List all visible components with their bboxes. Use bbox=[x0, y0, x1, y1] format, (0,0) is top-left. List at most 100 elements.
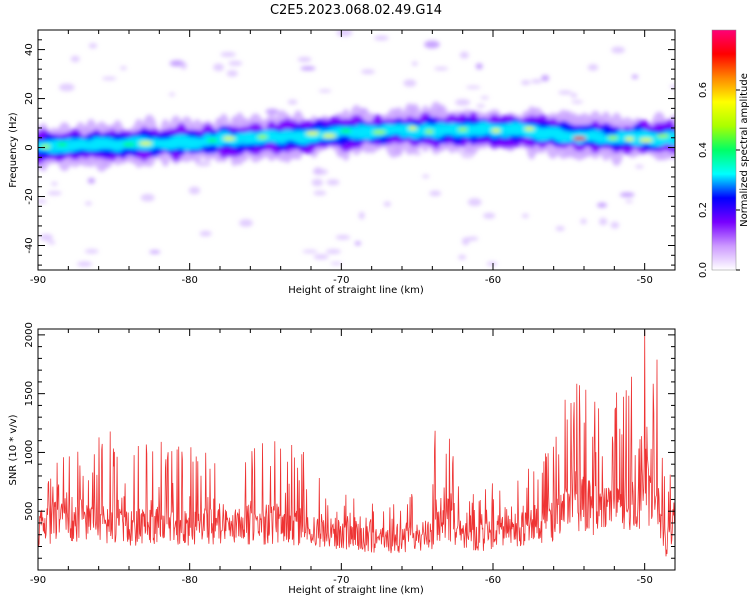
spectrogram-noise-blob bbox=[458, 254, 467, 260]
spectrogram-noise-blob bbox=[476, 104, 486, 108]
snr-x-ticks: -90 -80 -70 -60 -50 bbox=[30, 329, 676, 586]
spectrogram-noise-blob bbox=[475, 63, 483, 70]
spectrogram-noise-blob bbox=[558, 90, 573, 95]
x-tick-label: -70 bbox=[333, 575, 349, 586]
spectrogram-noise-blob bbox=[461, 152, 474, 159]
spectrogram-hot-spot bbox=[524, 126, 535, 131]
spectrogram-noise-blob bbox=[38, 199, 47, 204]
y-tick-label: 40 bbox=[24, 43, 35, 56]
colorbar-ticks: 0.0 0.2 0.4 0.6 bbox=[698, 82, 740, 278]
spectrogram-noise-blob bbox=[87, 177, 96, 184]
x-tick-label: -80 bbox=[181, 275, 197, 286]
spectrogram-noise-blob bbox=[70, 55, 80, 63]
spectrogram-noise-blob bbox=[58, 83, 75, 92]
spectrogram-noise-blob bbox=[580, 218, 587, 224]
spectrogram-noise-blob bbox=[228, 60, 243, 66]
spectrogram-noise-blob bbox=[403, 79, 417, 87]
spectrogram-noise-blob bbox=[102, 76, 117, 81]
spectrogram-noise-blob bbox=[180, 62, 187, 70]
colorbar-tick-label: 0.4 bbox=[698, 142, 709, 158]
spectrogram-noise-blob bbox=[587, 64, 599, 71]
x-tick-label: -60 bbox=[485, 575, 501, 586]
spectrogram-noise-blob bbox=[429, 190, 442, 197]
spectrogram-noise-blob bbox=[383, 201, 392, 207]
snr-y-axis-label: SNR (10 * v/v) bbox=[8, 414, 19, 485]
spectrogram-noise-blob bbox=[631, 74, 639, 79]
spectrogram-noise-blob bbox=[311, 178, 323, 187]
spectrogram-noise-blob bbox=[336, 30, 353, 37]
spectrogram-noise-blob bbox=[168, 92, 176, 97]
x-tick-label: -50 bbox=[636, 275, 652, 286]
spectrogram-noise-blob bbox=[39, 233, 53, 241]
spectrogram-hot-spot bbox=[408, 126, 417, 131]
spectrogram-noise-blob bbox=[571, 100, 584, 104]
spectrogram-noise-blob bbox=[84, 249, 99, 254]
spectrogram-noise-blob bbox=[373, 35, 389, 41]
x-tick-label: -60 bbox=[485, 275, 501, 286]
y-tick-label: 500 bbox=[24, 502, 35, 521]
spectrogram-noise-blob bbox=[611, 46, 626, 54]
spectrogram-hot-spot bbox=[372, 130, 386, 135]
spectrogram-noise-blob bbox=[625, 199, 633, 203]
spectrogram-noise-blob bbox=[51, 181, 58, 186]
spectrogram-noise-blob bbox=[466, 236, 479, 241]
spectrogram-noise-blob bbox=[619, 192, 635, 198]
x-tick-label: -50 bbox=[636, 575, 652, 586]
spectrogram-noise-blob bbox=[149, 250, 161, 254]
y-tick-label: 1500 bbox=[24, 381, 35, 406]
spectrogram-x-axis-label: Height of straight line (km) bbox=[288, 285, 424, 296]
spectrogram-y-axis-label: Frequency (Hz) bbox=[8, 112, 19, 188]
spectrogram-noise-blob bbox=[188, 186, 201, 195]
spectrogram-noise-blob bbox=[454, 98, 471, 106]
spectrogram-noise-blob bbox=[465, 85, 481, 89]
spectrogram-noise-blob bbox=[47, 191, 62, 196]
spectrogram-noise-blob bbox=[330, 261, 343, 266]
spectrogram-x-ticks: -90 -80 -70 -60 -50 bbox=[30, 30, 676, 286]
x-tick-label: -70 bbox=[333, 275, 349, 286]
spectrogram-noise-blob bbox=[297, 56, 312, 63]
spectrogram-hot-spot bbox=[457, 127, 468, 132]
spectrogram-noise-blob bbox=[610, 221, 620, 229]
spectrogram-hot-spot bbox=[624, 137, 635, 142]
spectrogram-noise-blob bbox=[635, 164, 644, 169]
colorbar-tick-label: 0.6 bbox=[698, 82, 709, 98]
colorbar-tick-label: 0.0 bbox=[698, 262, 709, 278]
spectrogram-noise-blob bbox=[140, 193, 155, 202]
spectrogram-noise-blob bbox=[570, 93, 578, 98]
spectrogram-hot-spot bbox=[639, 138, 654, 143]
spectrogram-hot-spot bbox=[122, 142, 136, 147]
spectrogram-noise-blob bbox=[459, 51, 469, 59]
spectrogram-hot-spot bbox=[607, 135, 619, 140]
spectrogram-noise-blob bbox=[486, 261, 498, 266]
spectrogram-hot-spot bbox=[322, 133, 337, 138]
spectrogram-noise-blob bbox=[541, 74, 550, 82]
spectrogram-noise-blob bbox=[265, 108, 279, 115]
spectrogram-noise-blob bbox=[88, 43, 98, 49]
y-tick-label: 0 bbox=[24, 144, 35, 150]
spectrogram-hot-spot bbox=[222, 136, 236, 141]
spectrogram-noise-blob bbox=[326, 179, 340, 186]
spectrogram-heatmap bbox=[38, 30, 675, 267]
spectrogram-noise-blob bbox=[521, 213, 529, 218]
x-tick-label: -80 bbox=[181, 575, 197, 586]
colorbar-label: Normalized spectral amplitude bbox=[739, 73, 750, 227]
spectrogram-noise-blob bbox=[195, 160, 212, 167]
snr-x-axis-label: Height of straight line (km) bbox=[288, 585, 424, 596]
colorbar-scale bbox=[712, 30, 736, 270]
spectrogram-hot-spot bbox=[57, 142, 68, 147]
spectrogram-noise-blob bbox=[669, 84, 675, 89]
spectrogram-hot-spot bbox=[257, 134, 268, 139]
spectrogram-noise-blob bbox=[47, 240, 56, 245]
spectrogram-hot-spot bbox=[425, 129, 434, 134]
spectrogram-noise-blob bbox=[358, 211, 365, 220]
spectrogram-noise-blob bbox=[312, 168, 328, 175]
spectrogram-noise-blob bbox=[325, 249, 341, 254]
y-tick-label: -20 bbox=[24, 188, 35, 204]
spectrogram-noise-blob bbox=[354, 241, 362, 246]
spectrogram-noise-blob bbox=[226, 70, 238, 77]
y-tick-label: 2000 bbox=[24, 322, 35, 347]
spectrogram-noise-blob bbox=[555, 226, 565, 231]
spectrogram-noise-blob bbox=[199, 230, 212, 237]
spectrogram-hot-spot bbox=[207, 138, 218, 143]
